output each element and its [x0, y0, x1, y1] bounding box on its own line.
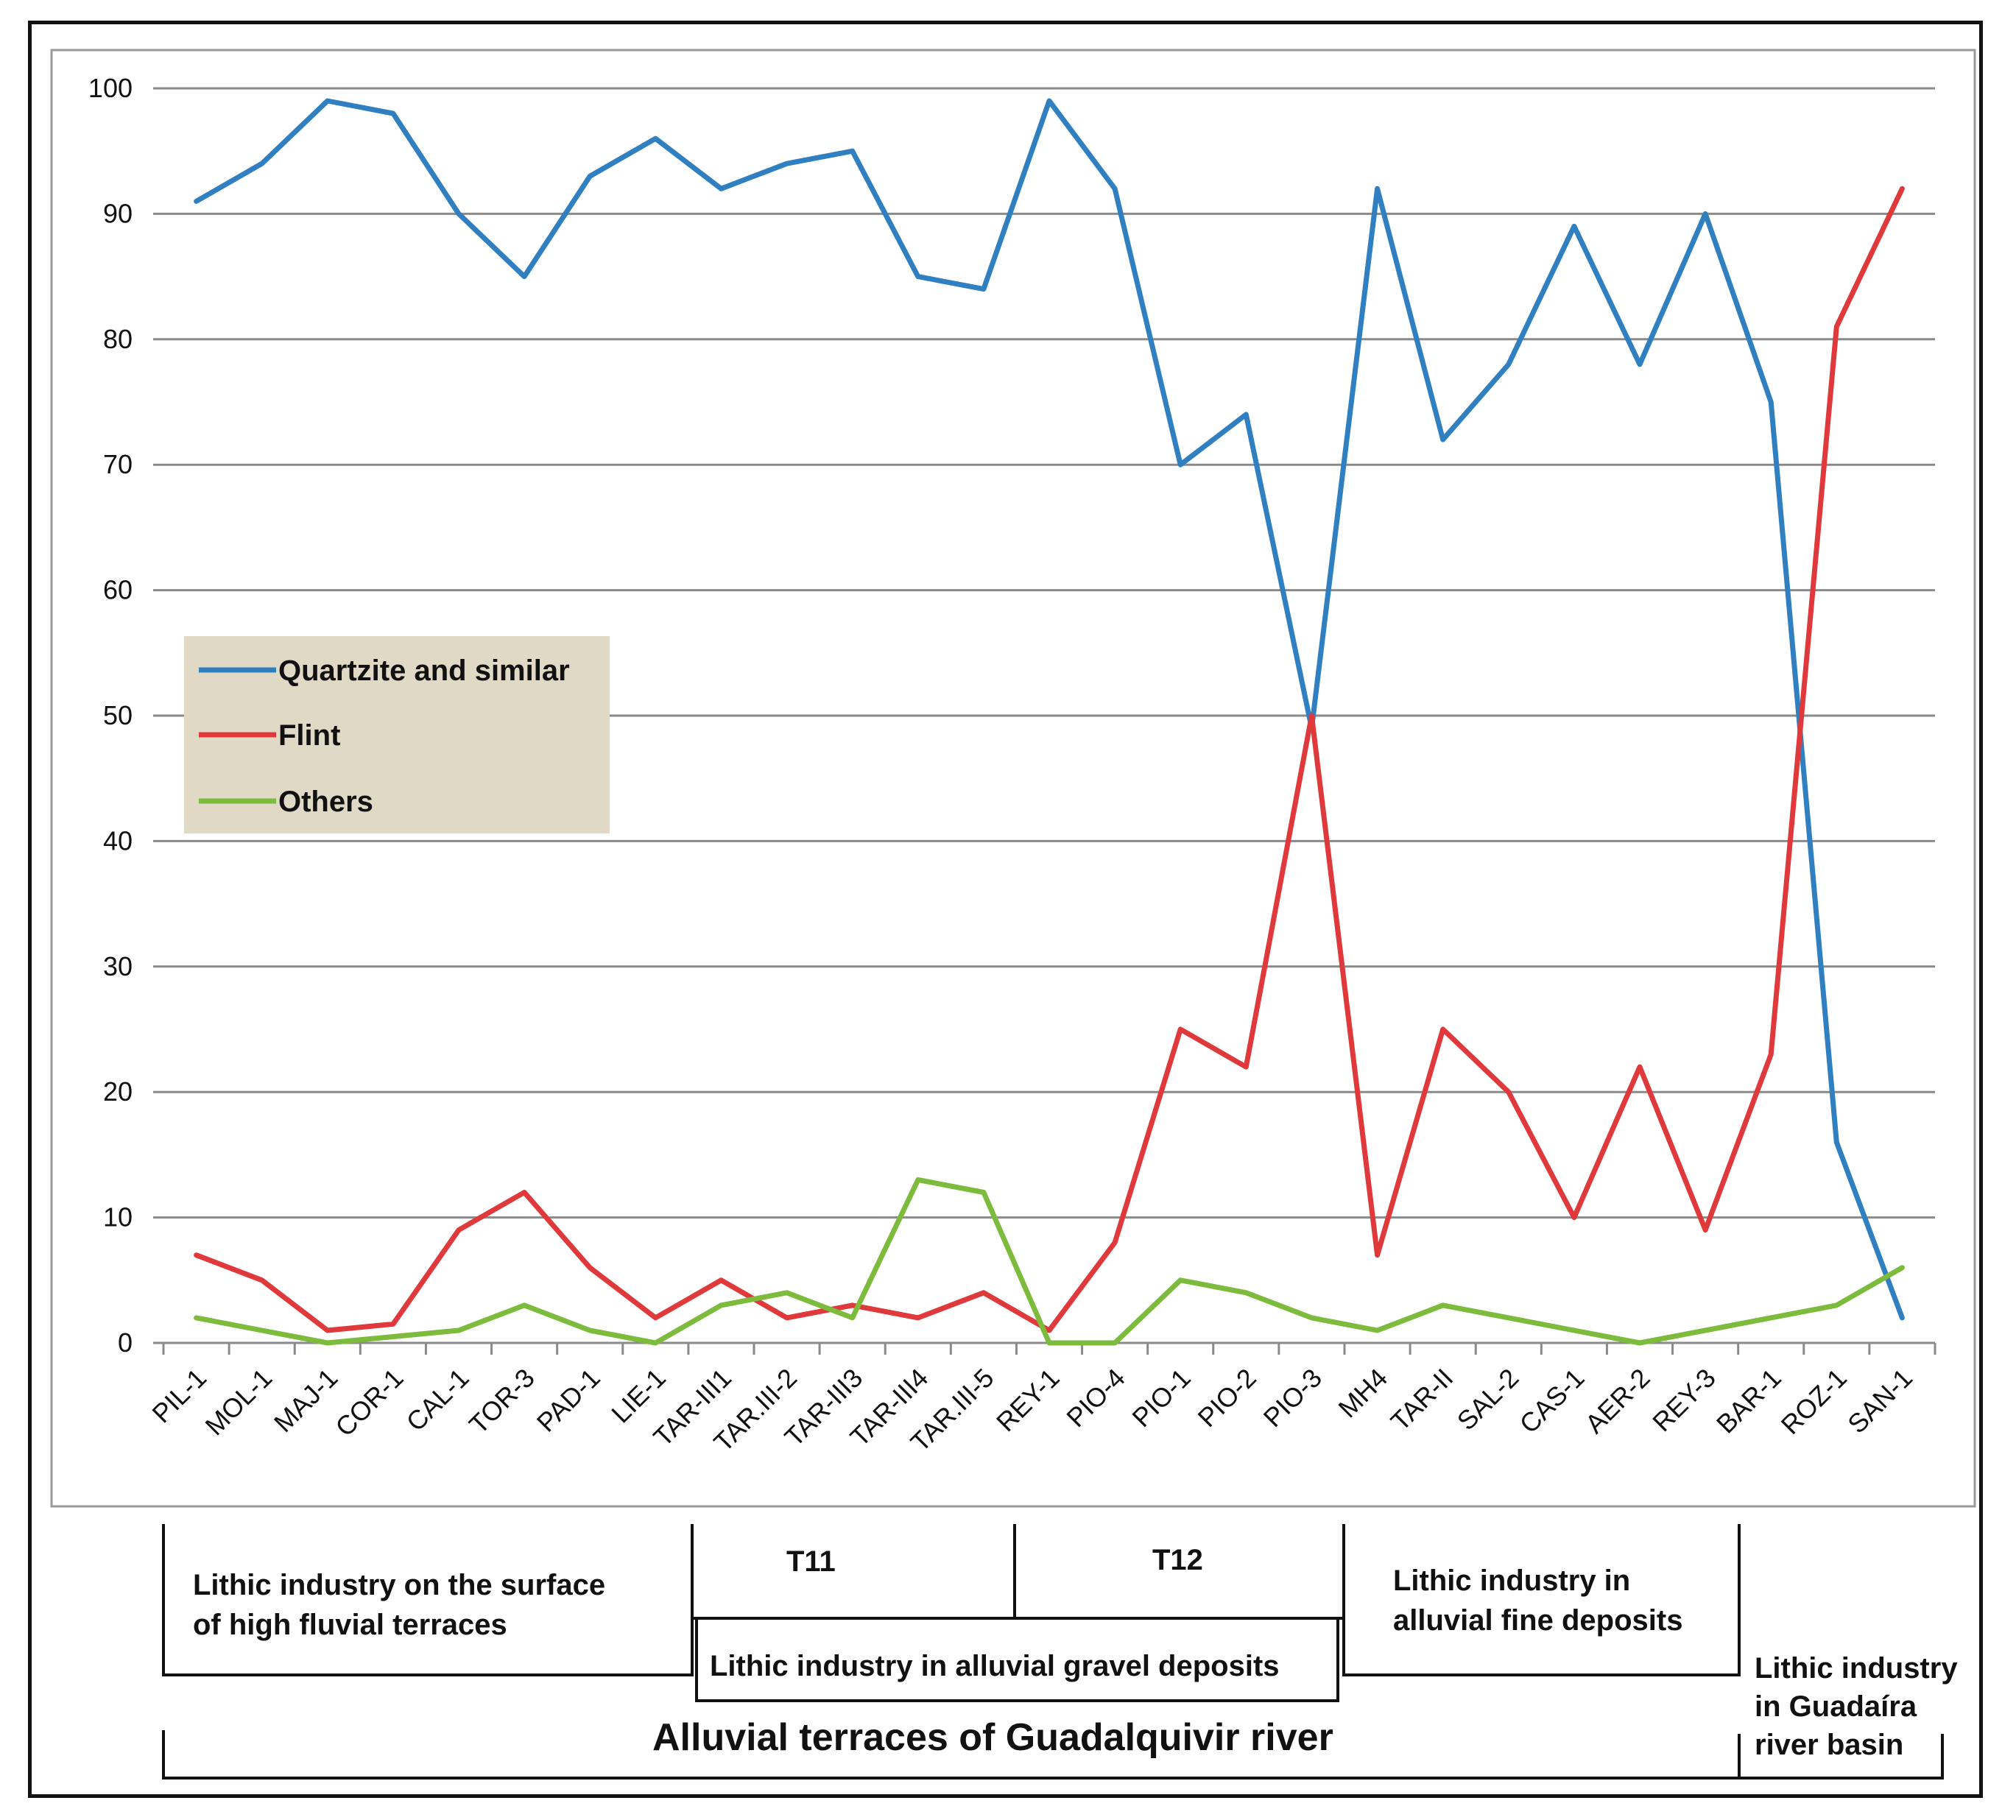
y-tick-label: 80 [103, 324, 133, 354]
label-fine-deposits: Lithic industry in alluvial fine deposit… [1393, 1565, 1683, 1637]
label-surface-terraces: Lithic industry on the surface of high f… [193, 1569, 606, 1641]
x-tick-label: CAL-1 [401, 1363, 475, 1437]
legend-entry-0: Quartzite and similar [278, 655, 570, 687]
x-tick-label: TAR-II [1385, 1363, 1459, 1437]
figure-frame [28, 21, 1983, 1798]
label-guadaira-basin: Lithic industry in Guadaíra river basin [1755, 1652, 1958, 1761]
x-tick-label: REY-3 [1646, 1363, 1721, 1438]
y-tick-label: 70 [103, 449, 133, 479]
bracket-guadalquivir [162, 1730, 1739, 1780]
series-lines [194, 98, 1905, 1346]
bracket-surface [162, 1524, 694, 1676]
x-tick-label: TOR-3 [463, 1363, 540, 1440]
x-tick-label: SAL-2 [1451, 1363, 1525, 1436]
y-tick-label: 50 [103, 700, 133, 730]
bracket-guadaira [1738, 1734, 1944, 1780]
x-tick-label: CAS-1 [1514, 1363, 1590, 1439]
gridlines [153, 87, 1935, 1219]
x-tick-label: PIO-1 [1126, 1363, 1196, 1433]
series-line-1 [194, 186, 1905, 1333]
y-tick-label: 60 [103, 575, 133, 605]
series-line-2 [194, 1177, 1905, 1346]
y-tick-label: 20 [103, 1076, 133, 1107]
y-tick-label: 0 [118, 1327, 133, 1358]
label-t12: T12 [1152, 1544, 1203, 1576]
x-tick-label: PIO-4 [1060, 1363, 1130, 1433]
legend-entry-1: Flint [278, 719, 340, 752]
bracket-gravel [695, 1620, 1339, 1702]
label-guadalquivir-terraces: Alluvial terraces of Guadalquivir river [652, 1716, 1333, 1759]
x-tick-label: MAJ-1 [268, 1363, 344, 1439]
y-tick-label: 30 [103, 951, 133, 981]
legend-entry-2: Others [278, 786, 373, 818]
x-tick-label: MH4 [1332, 1363, 1393, 1424]
y-tick-label: 40 [103, 825, 133, 856]
chart-area-border [50, 49, 1976, 1508]
x-tick-label: REY-1 [990, 1363, 1065, 1438]
x-tick-label: BAR-1 [1710, 1363, 1787, 1439]
x-tick-label: COR-1 [329, 1363, 409, 1442]
label-gravel-deposits: Lithic industry in alluvial gravel depos… [710, 1650, 1280, 1682]
y-tick-label: 90 [103, 198, 133, 228]
x-tick-label: MOL-1 [200, 1363, 278, 1442]
bracket-fine [1342, 1524, 1741, 1676]
x-tick-label: SAN-1 [1841, 1363, 1918, 1439]
x-tick-label: PIO-3 [1258, 1363, 1328, 1433]
x-axis [153, 1341, 1936, 1355]
x-tick-label: PIO-2 [1192, 1363, 1262, 1433]
series-line-0 [194, 98, 1905, 1321]
x-tick-label: PAD-1 [531, 1363, 606, 1438]
x-tick-label: ROZ-1 [1775, 1363, 1853, 1440]
y-axis-ticks: 0 10 20 30 40 50 60 70 80 90 100 [88, 73, 133, 1358]
y-tick-label: 10 [103, 1202, 133, 1232]
group-brackets [162, 1524, 1944, 1780]
x-tick-label: AER-2 [1579, 1363, 1656, 1439]
legend: Quartzite and similar Flint Others [184, 636, 610, 833]
y-tick-label: 100 [88, 73, 133, 103]
label-t11: T11 [786, 1545, 836, 1578]
